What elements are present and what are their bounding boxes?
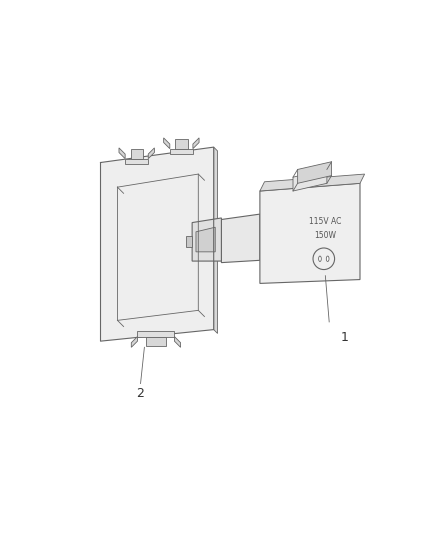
PathPatch shape [100, 147, 214, 341]
Text: 2: 2 [137, 387, 145, 400]
Polygon shape [138, 331, 174, 336]
Polygon shape [148, 148, 155, 159]
Polygon shape [186, 237, 192, 247]
Polygon shape [196, 227, 215, 252]
Polygon shape [164, 138, 170, 149]
Polygon shape [293, 169, 327, 191]
Polygon shape [119, 148, 125, 159]
Text: 115V AC: 115V AC [309, 217, 342, 227]
Polygon shape [131, 336, 138, 348]
Text: 1: 1 [341, 331, 349, 344]
Polygon shape [221, 214, 260, 263]
Polygon shape [298, 161, 332, 183]
Polygon shape [174, 336, 180, 348]
Polygon shape [170, 149, 193, 154]
Polygon shape [131, 149, 143, 159]
Ellipse shape [318, 256, 321, 262]
Polygon shape [193, 138, 199, 149]
Polygon shape [260, 174, 364, 191]
Polygon shape [192, 218, 221, 261]
Polygon shape [125, 159, 148, 164]
Polygon shape [214, 147, 218, 334]
Polygon shape [175, 140, 187, 149]
Ellipse shape [326, 256, 329, 262]
Polygon shape [146, 336, 166, 346]
Text: 150W: 150W [314, 231, 336, 240]
Polygon shape [124, 180, 205, 327]
Polygon shape [260, 183, 360, 284]
